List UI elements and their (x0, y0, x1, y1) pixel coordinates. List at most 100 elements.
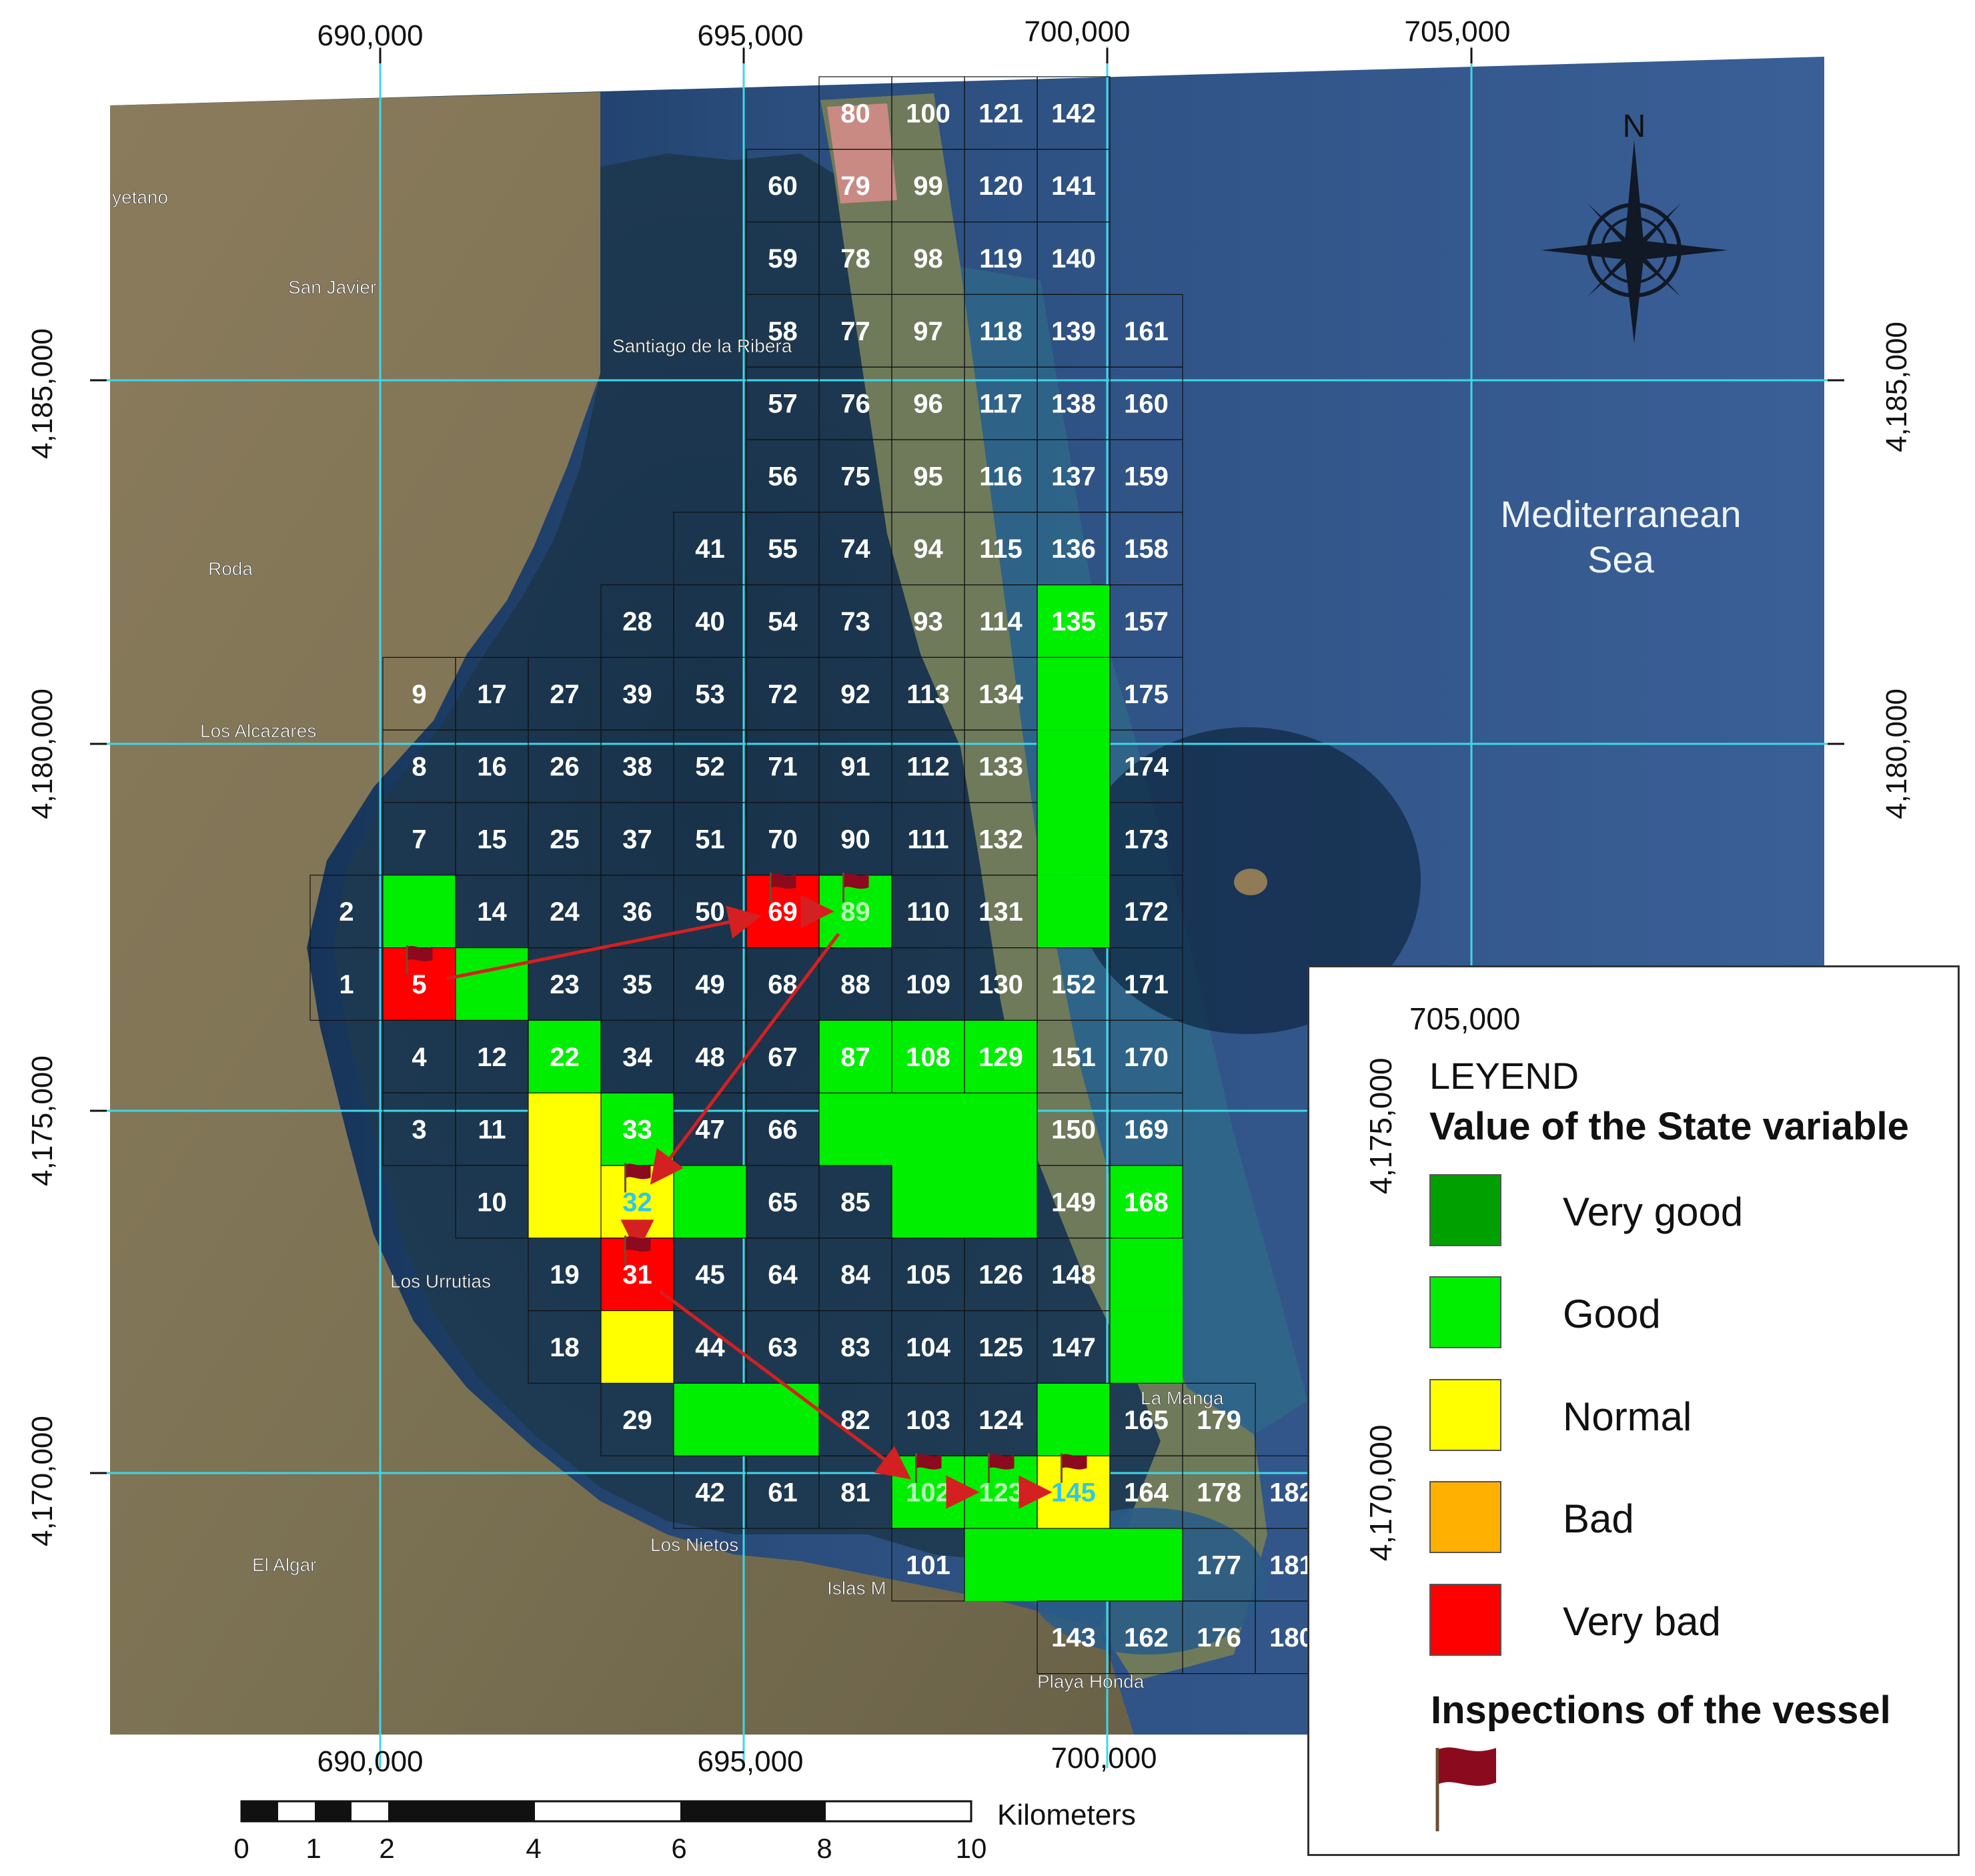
state-cells (383, 584, 1183, 1601)
grid-cell-number: 132 (978, 825, 1023, 854)
right-axis-label: 4,185,000 (1880, 322, 1913, 452)
grid-cell-number: 169 (1124, 1115, 1169, 1145)
place-names: yetano San Javier Roda Los Alcazares San… (112, 187, 1225, 1693)
state-cell-normal (528, 1093, 601, 1165)
place-name: Los Alcazares (200, 721, 316, 741)
grid-cell-number: 135 (1051, 607, 1096, 636)
grid-cell-number: 119 (979, 244, 1023, 274)
bottom-axis-labels: 690,000 695,000 700,000 (317, 1742, 1157, 1778)
grid-cell-number: 67 (768, 1043, 798, 1072)
grid-cell-number: 96 (913, 390, 943, 419)
left-axis-label: 4,175,000 (26, 1055, 59, 1186)
grid-cell-number: 151 (1051, 1043, 1096, 1072)
legend-swatch (1429, 1379, 1501, 1451)
grid-cell-number: 174 (1124, 753, 1169, 782)
legend-swatch (1429, 1481, 1501, 1553)
scale-bar: 0 1 2 4 6 8 10 Kilometers (233, 1799, 1136, 1864)
grid-cell-number: 10 (477, 1188, 507, 1217)
grid-cell-number: 36 (622, 897, 652, 927)
legend-entry-label: Very good (1563, 1190, 1744, 1234)
left-axis-labels: 4,185,000 4,180,000 4,175,000 4,170,000 (26, 328, 59, 1546)
grid-cell-number: 126 (978, 1260, 1023, 1290)
top-axis-label: 690,000 (317, 19, 423, 52)
state-cell-good (383, 875, 456, 948)
grid-cell-number: 98 (913, 244, 943, 274)
state-cell-good (1037, 730, 1110, 803)
grid-cell-number: 15 (477, 825, 507, 854)
inspection-flag-icon (770, 873, 796, 903)
grid-cell-number: 112 (906, 753, 950, 782)
grid-cell-number: 8 (412, 753, 426, 782)
grid-cell-number: 179 (1197, 1406, 1241, 1435)
inspection-flag-icon (842, 873, 869, 903)
grid-cell-number: 118 (979, 317, 1023, 346)
grid-cell-number: 19 (550, 1260, 580, 1290)
grid-cell-number: 103 (906, 1406, 950, 1435)
legend-inspections-label: Inspections of the vessel (1431, 1689, 1891, 1732)
legend-coord-y2: 4,170,000 (1363, 1424, 1398, 1561)
grid-cell-number: 50 (695, 897, 725, 927)
state-cell-good (1037, 875, 1110, 948)
grid-cell-number: 45 (695, 1260, 725, 1290)
grid-cell-number: 94 (913, 534, 943, 564)
grid-cell-number: 115 (979, 534, 1023, 564)
grid-cell-outlines (309, 76, 1329, 1675)
grid-cell-number: 113 (906, 680, 950, 709)
grid-cell-number: 116 (979, 462, 1023, 491)
place-name: Los Nietos (650, 1534, 738, 1555)
grid-cell-number: 5 (412, 970, 426, 999)
grid-cell-number: 59 (768, 244, 798, 274)
grid-cell-number: 28 (622, 607, 652, 636)
grid-cell-number: 49 (695, 970, 725, 999)
grid-cell-number: 56 (768, 462, 798, 491)
grid-cell (528, 1310, 602, 1384)
state-cell-good (1037, 803, 1110, 875)
legend-entry-label: Normal (1563, 1394, 1692, 1439)
grid-cell-number: 71 (768, 753, 798, 782)
grid-cell-number: 102 (906, 1478, 950, 1508)
grid-cell-number: 2 (339, 897, 354, 927)
state-cell-good (1110, 1528, 1183, 1601)
inspection-flag-icon (915, 1453, 942, 1483)
grid-cell-number: 35 (622, 970, 652, 999)
grid-cell-number: 182 (1269, 1478, 1314, 1508)
legend-swatch (1429, 1174, 1501, 1246)
grid-cell-number: 27 (550, 680, 580, 709)
legend-coord-x: 705,000 (1409, 1001, 1521, 1036)
scale-tick: 4 (526, 1833, 541, 1864)
scale-tick: 0 (233, 1833, 249, 1864)
right-axis-label: 4,180,000 (1880, 688, 1913, 819)
grid-cell-number: 78 (840, 244, 870, 274)
legend-entry-label: Very bad (1563, 1599, 1721, 1644)
grid-cell-number: 3 (412, 1115, 426, 1145)
grid-cell-number: 147 (1051, 1333, 1096, 1362)
legend-subtitle: Value of the State variable (1429, 1105, 1909, 1148)
grid-cell-number: 34 (622, 1043, 652, 1072)
state-cell-good (674, 1383, 746, 1456)
grid-cell-number: 55 (768, 534, 798, 564)
grid-cell-number: 81 (840, 1478, 870, 1508)
place-name: El Algar (252, 1554, 317, 1575)
grid-cell-number: 14 (477, 897, 507, 927)
grid-cell-number: 11 (478, 1115, 506, 1145)
grid-cell-number: 136 (1051, 534, 1096, 564)
grid-cell-number: 140 (1051, 244, 1096, 274)
state-cell-good (892, 1165, 964, 1238)
grid-cell-number: 51 (695, 825, 725, 854)
inspection-flags (406, 873, 1087, 1483)
state-cell-good (892, 1020, 964, 1093)
grid-cell-number: 57 (768, 390, 798, 419)
grid-cell-number: 80 (840, 99, 870, 128)
grid-cell-number: 38 (622, 753, 652, 782)
grid-cell-number: 129 (978, 1043, 1023, 1072)
grid-cell-number: 1 (339, 970, 354, 999)
grid-cell-number: 77 (840, 317, 870, 346)
grid-cell-number: 18 (550, 1333, 580, 1362)
top-axis-label: 705,000 (1404, 15, 1510, 48)
grid-cell-number: 12 (477, 1043, 507, 1072)
inspection-arrows (446, 895, 1053, 1509)
state-cell-good (964, 1528, 1037, 1601)
grid-cell-number: 31 (622, 1260, 652, 1290)
legend-swatch (1429, 1584, 1501, 1656)
